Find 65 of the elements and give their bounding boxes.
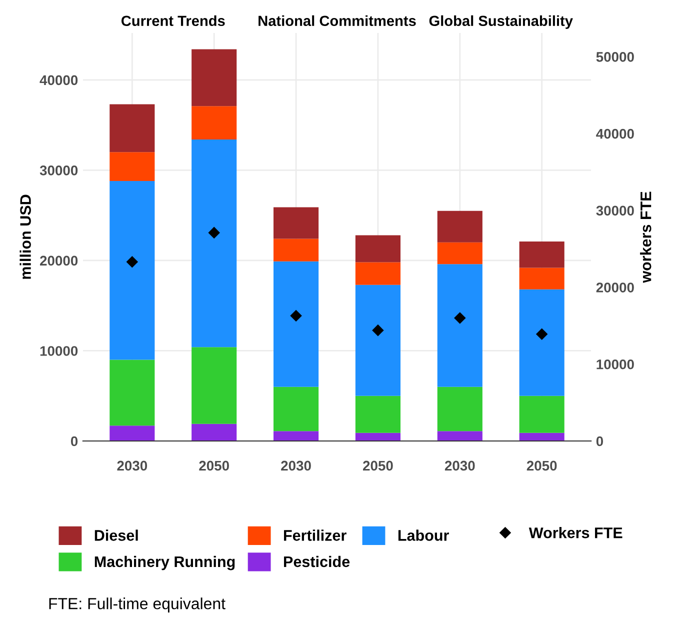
text: Global Sustainability xyxy=(429,15,573,29)
bar xyxy=(355,235,400,262)
bar xyxy=(274,207,319,239)
point xyxy=(208,227,220,238)
bar xyxy=(355,396,400,433)
bar xyxy=(355,262,400,285)
bar xyxy=(519,268,564,290)
legend-label: Pesticide xyxy=(284,556,350,568)
bar xyxy=(110,181,155,360)
point xyxy=(126,256,138,268)
bar xyxy=(274,261,319,387)
point xyxy=(290,310,302,322)
bar xyxy=(192,106,237,140)
point xyxy=(536,328,548,340)
text: FTE: Full-time equivalent xyxy=(49,598,226,612)
x-tick-label: 2050 xyxy=(199,460,229,471)
bar xyxy=(519,432,564,441)
bar xyxy=(437,264,482,387)
bar xyxy=(110,104,155,152)
bar xyxy=(110,426,155,441)
bar xyxy=(110,152,155,182)
x-tick-label: 2030 xyxy=(281,460,311,471)
bar xyxy=(274,431,319,441)
bar xyxy=(519,242,564,268)
y-tick-label: 40000 xyxy=(40,75,78,86)
y2-tick-label: 50000 xyxy=(596,52,634,62)
bar xyxy=(519,289,564,396)
y-tick-label: 10000 xyxy=(40,346,78,356)
bar xyxy=(192,140,237,348)
bar xyxy=(274,238,319,262)
y-tick-label: 30000 xyxy=(40,166,78,176)
bar xyxy=(437,431,482,441)
x-tick-label: 2030 xyxy=(444,460,475,471)
bar xyxy=(192,424,237,441)
legend-label: Diesel xyxy=(94,530,138,541)
legend-label: Workers FTE xyxy=(528,527,622,538)
bar xyxy=(192,49,237,106)
y2-tick-label: 30000 xyxy=(596,206,634,216)
y2-tick-label: 0 xyxy=(596,436,604,446)
bar xyxy=(274,386,319,432)
point xyxy=(372,324,384,336)
y2-axis-title: workers FTE xyxy=(640,192,652,283)
bar xyxy=(355,284,400,396)
y2-tick-label: 40000 xyxy=(596,128,634,139)
text: National Commitments xyxy=(258,15,416,26)
x-tick-label: 2030 xyxy=(117,460,148,471)
text: Current Trends xyxy=(121,15,225,26)
y-axis-title: million USD xyxy=(20,194,31,279)
bar xyxy=(437,386,482,432)
legend-label: Fertilizer xyxy=(284,530,346,541)
y2-tick-label: 20000 xyxy=(596,282,634,292)
point xyxy=(454,312,466,324)
y2-tick-label: 10000 xyxy=(596,359,634,370)
x-tick-label: 2050 xyxy=(526,460,557,471)
bar xyxy=(437,210,482,242)
bar xyxy=(519,396,564,433)
bar xyxy=(437,242,482,264)
y-tick-label: 0 xyxy=(70,436,78,446)
bar xyxy=(110,360,155,426)
bar xyxy=(192,347,237,424)
y-tick-label: 20000 xyxy=(40,256,78,266)
legend-label: Machinery Running xyxy=(94,556,235,570)
legend-label: Labour xyxy=(398,530,449,541)
bar xyxy=(355,432,400,441)
x-tick-label: 2050 xyxy=(363,460,393,471)
